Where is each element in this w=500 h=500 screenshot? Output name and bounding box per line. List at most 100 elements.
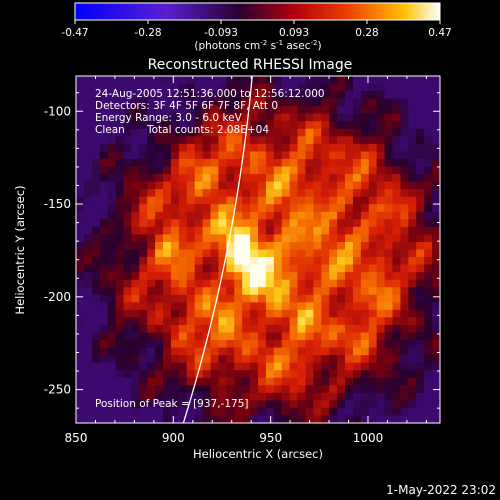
heatmap-cell — [194, 415, 204, 423]
heatmap-cell — [194, 113, 204, 122]
heatmap-cell — [170, 91, 180, 100]
heatmap-cell — [289, 76, 299, 85]
heatmap-cell — [258, 332, 267, 341]
heatmap-cell — [360, 317, 370, 326]
heatmap-cell — [123, 347, 132, 356]
heatmap-cell — [83, 219, 93, 228]
heatmap-cell — [139, 113, 148, 122]
heatmap-cell — [76, 189, 85, 198]
heatmap-cell — [139, 174, 148, 183]
heatmap-cell — [99, 385, 109, 394]
heatmap-cell — [91, 332, 101, 341]
heatmap-cell — [170, 324, 180, 334]
heatmap-cell — [250, 332, 259, 341]
heatmap-cell — [170, 226, 180, 236]
heatmap-cell — [234, 302, 243, 311]
heatmap-cell — [313, 83, 322, 92]
heatmap-cell — [265, 249, 275, 258]
heatmap-cell — [281, 264, 291, 273]
heatmap-cell — [384, 385, 394, 394]
heatmap-cell — [178, 204, 188, 213]
heatmap-cell — [99, 128, 109, 137]
heatmap-cell — [83, 355, 93, 364]
heatmap-cell — [107, 302, 117, 311]
heatmap-cell — [289, 136, 299, 145]
heatmap-cell — [376, 415, 386, 423]
heatmap-cell — [131, 355, 140, 364]
heatmap-cell — [376, 377, 386, 386]
heatmap-cell — [155, 143, 164, 153]
heatmap-cell — [329, 264, 338, 273]
heatmap-cell — [107, 294, 117, 303]
heatmap-cell — [392, 196, 402, 205]
heatmap-cell — [163, 106, 172, 115]
heatmap-cell — [250, 362, 259, 371]
heatmap-cell — [281, 309, 291, 318]
heatmap-cell — [123, 76, 132, 85]
heatmap-cell — [115, 234, 125, 243]
heatmap-cell — [250, 355, 259, 364]
heatmap-cell — [139, 347, 148, 356]
heatmap-cell — [131, 257, 140, 266]
heatmap-cell — [321, 264, 330, 273]
heatmap-cell — [305, 204, 314, 213]
heatmap-cell — [218, 392, 227, 401]
heatmap-cell — [76, 279, 85, 288]
heatmap-cell — [91, 128, 101, 137]
heatmap-cell — [186, 249, 196, 258]
heatmap-cell — [178, 362, 188, 371]
heatmap-cell — [210, 204, 220, 213]
heatmap-cell — [178, 181, 188, 190]
heatmap-cell — [345, 287, 354, 296]
heatmap-cell — [376, 98, 386, 107]
heatmap-cell — [368, 151, 378, 160]
heatmap-cell — [107, 121, 117, 130]
heatmap-cell — [424, 400, 433, 409]
heatmap-cell — [163, 377, 172, 386]
heatmap-cell — [226, 143, 235, 153]
heatmap-cell — [115, 264, 125, 273]
heatmap-cell — [234, 121, 243, 130]
heatmap-cell — [313, 249, 322, 258]
heatmap-cell — [194, 332, 204, 341]
heatmap-cell — [289, 257, 299, 266]
heatmap-cell — [202, 91, 212, 100]
heatmap-cell — [91, 400, 101, 409]
heatmap-cell — [226, 302, 235, 311]
heatmap-cell — [178, 400, 188, 409]
heatmap-cell — [392, 91, 402, 100]
heatmap-cell — [384, 91, 394, 100]
heatmap-cell — [400, 249, 409, 258]
heatmap-cell — [210, 385, 220, 394]
heatmap-cell — [155, 257, 164, 266]
heatmap-cell — [368, 113, 378, 122]
heatmap-cell — [123, 91, 132, 100]
heatmap-cell — [258, 279, 267, 288]
heatmap-cell — [234, 174, 243, 183]
heatmap-cell — [281, 196, 291, 205]
heatmap-cell — [297, 385, 307, 394]
heatmap-cell — [234, 332, 243, 341]
heatmap-cell — [76, 181, 85, 190]
heatmap-cell — [202, 370, 212, 379]
heatmap-cell — [242, 264, 251, 273]
heatmap-cell — [131, 347, 140, 356]
heatmap-cell — [281, 294, 291, 303]
heatmap-cell — [76, 136, 85, 145]
heatmap-cell — [155, 309, 164, 318]
heatmap-cell — [99, 407, 109, 417]
heatmap-cell — [234, 241, 243, 251]
heatmap-cell — [368, 385, 378, 394]
heatmap-cell — [368, 377, 378, 386]
heatmap-cell — [360, 98, 370, 107]
heatmap-cell — [218, 272, 227, 281]
heatmap-cell — [281, 279, 291, 288]
annotation-counts: Total counts: 2.08E+04 — [146, 124, 269, 136]
heatmap-cell — [76, 272, 85, 281]
heatmap-cell — [305, 347, 314, 356]
heatmap-cell — [147, 151, 156, 160]
heatmap-cell — [178, 324, 188, 334]
heatmap-cell — [329, 211, 338, 220]
heatmap-cell — [321, 234, 330, 243]
heatmap-cell — [337, 415, 346, 423]
